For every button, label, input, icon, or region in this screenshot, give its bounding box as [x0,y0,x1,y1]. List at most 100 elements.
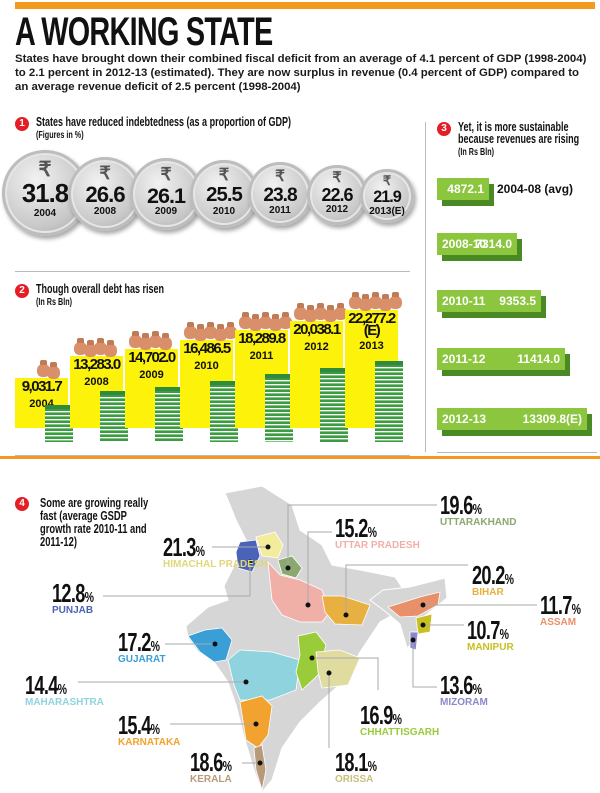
coin-value: 23.8 [263,185,297,207]
revenue-period: 2004-08 (avg) [497,182,574,196]
section-number-badge: 2 [15,284,29,298]
coin-2011: ₹23.8 2011 [248,162,312,226]
money-bag-icon [304,305,317,322]
coin-value: 26.1 [146,182,186,208]
state-marker [326,670,332,676]
revenue-bar: 2012-13 13309.8(E) [437,408,587,430]
revenue-value: 4872.1 [447,182,484,196]
growth-value: 21.3% [163,532,205,562]
coin-2012: ₹22.6 2012 [307,165,367,225]
revenue-value: 11414.0 [517,352,560,366]
section-3-heading: Yet, it is more sustainable because reve… [458,121,600,159]
coin-year: 2010 [212,205,236,217]
revenue-period: 2010-11 [442,294,486,308]
state-marker [309,655,315,661]
state-marker [247,559,253,565]
state-marker [243,679,249,685]
growth-value: 11.7% [540,590,581,620]
money-bag-icon [94,338,107,355]
label-mizoram: 13.6% MIZORAM [440,670,499,708]
state-uttar-pradesh [267,560,331,623]
state-name: GUJARAT [118,654,166,665]
label-chhattisgarh: 16.9% CHHATTISGARH [360,700,439,738]
money-bag-icon [259,312,272,329]
debt-year: 2013 [359,340,384,352]
coin-year: 2004 [33,207,57,219]
section-title: Yet, it is more sustainable because reve… [458,120,580,146]
coin-2013: ₹21.9 2013(E) [360,169,414,223]
state-maharashtra [227,649,301,701]
money-bag-icon [359,294,372,311]
money-bag-icon [47,362,60,379]
label-gujarat: 17.2% GUJARAT [118,627,177,665]
state-marker [343,612,349,618]
revenue-value: 13309.8(E) [522,412,582,426]
section-number-badge: 4 [15,497,29,511]
state-gujarat [187,627,233,663]
divider [15,455,410,456]
money-bag-icon [104,340,117,357]
money-bag-icon [204,322,217,339]
section-title: States have reduced indebtedness (as a p… [36,115,292,129]
growth-value: 12.8% [52,578,94,608]
label-manipur: 10.7% MANIPUR [467,615,526,653]
leader-line [412,640,437,688]
growth-value: 13.6% [440,670,482,700]
state-orissa [315,649,361,689]
label-himachal-pradesh: 21.3% HIMACHAL PRADESH [163,532,268,570]
state-marker [305,602,311,608]
growth-value: 19.6% [440,490,482,520]
debt-value: 14,702.0 [128,349,176,366]
money-stack-icon [45,405,73,442]
leader-line [103,562,251,597]
rupee-icon: ₹ [382,173,392,189]
revenue-value: 7314.0 [475,237,512,251]
money-bag-icon [249,314,262,331]
revenue-period: 2012-13 [442,412,487,426]
state-marker [265,544,271,550]
leader-line [307,531,332,605]
coin-value: 26.6 [85,181,125,207]
growth-value: 15.4% [118,710,160,740]
money-bag-icon [37,360,50,377]
coin-2008: ₹26.6 2008 [68,157,142,231]
debt-year: 2011 [249,350,274,362]
debt-value: 9,031.7 [21,378,63,395]
money-stack-icon [210,381,238,442]
state-name: BIHAR [472,587,504,598]
state-name: KARNATAKA [118,737,181,748]
revenue-bar: 2008-10 7314.0 [437,233,517,255]
rupee-icon: ₹ [160,163,172,184]
rupee-icon: ₹ [38,157,52,181]
state-name: UTTARAKHAND [440,517,517,528]
revenue-bar: 4872.1 2004-08 (avg) [437,178,573,200]
money-bag-icon [129,331,142,348]
debt-value: 16,486.5 [183,340,231,357]
leader-line [312,657,379,690]
state-marker [410,637,416,643]
money-stack-icon [375,361,403,442]
state-kerala [253,744,267,791]
money-bag-icon [334,303,347,320]
leader-line [345,564,468,615]
money-bag-icon [314,303,327,320]
growth-value: 18.1% [335,747,377,777]
debt-year: 2010 [194,360,219,372]
state-name: KERALA [190,774,232,785]
coin-2010: ₹25.5 2010 [190,160,258,228]
label-uttarakhand: 19.6% UTTARAKHAND [440,490,516,528]
coin-value: 31.8 [21,179,69,208]
state-chhattisgarh [295,631,327,691]
revenue-bar: 2011-12 11414.0 [437,348,565,370]
section-title: Some are growing really fast (average GS… [40,495,149,549]
section-1-heading: States have reduced indebtedness (as a p… [36,116,390,142]
section-subtitle: (Figures in %) [36,130,84,141]
money-bag-icon [294,303,307,320]
rupee-icon: ₹ [275,168,285,186]
money-bag-icon [214,324,227,341]
debt-year: 2008 [84,376,109,388]
revenue-value: 9353.5 [499,294,536,308]
label-bihar: 20.2% BIHAR [472,560,531,598]
state-marker [285,565,291,571]
